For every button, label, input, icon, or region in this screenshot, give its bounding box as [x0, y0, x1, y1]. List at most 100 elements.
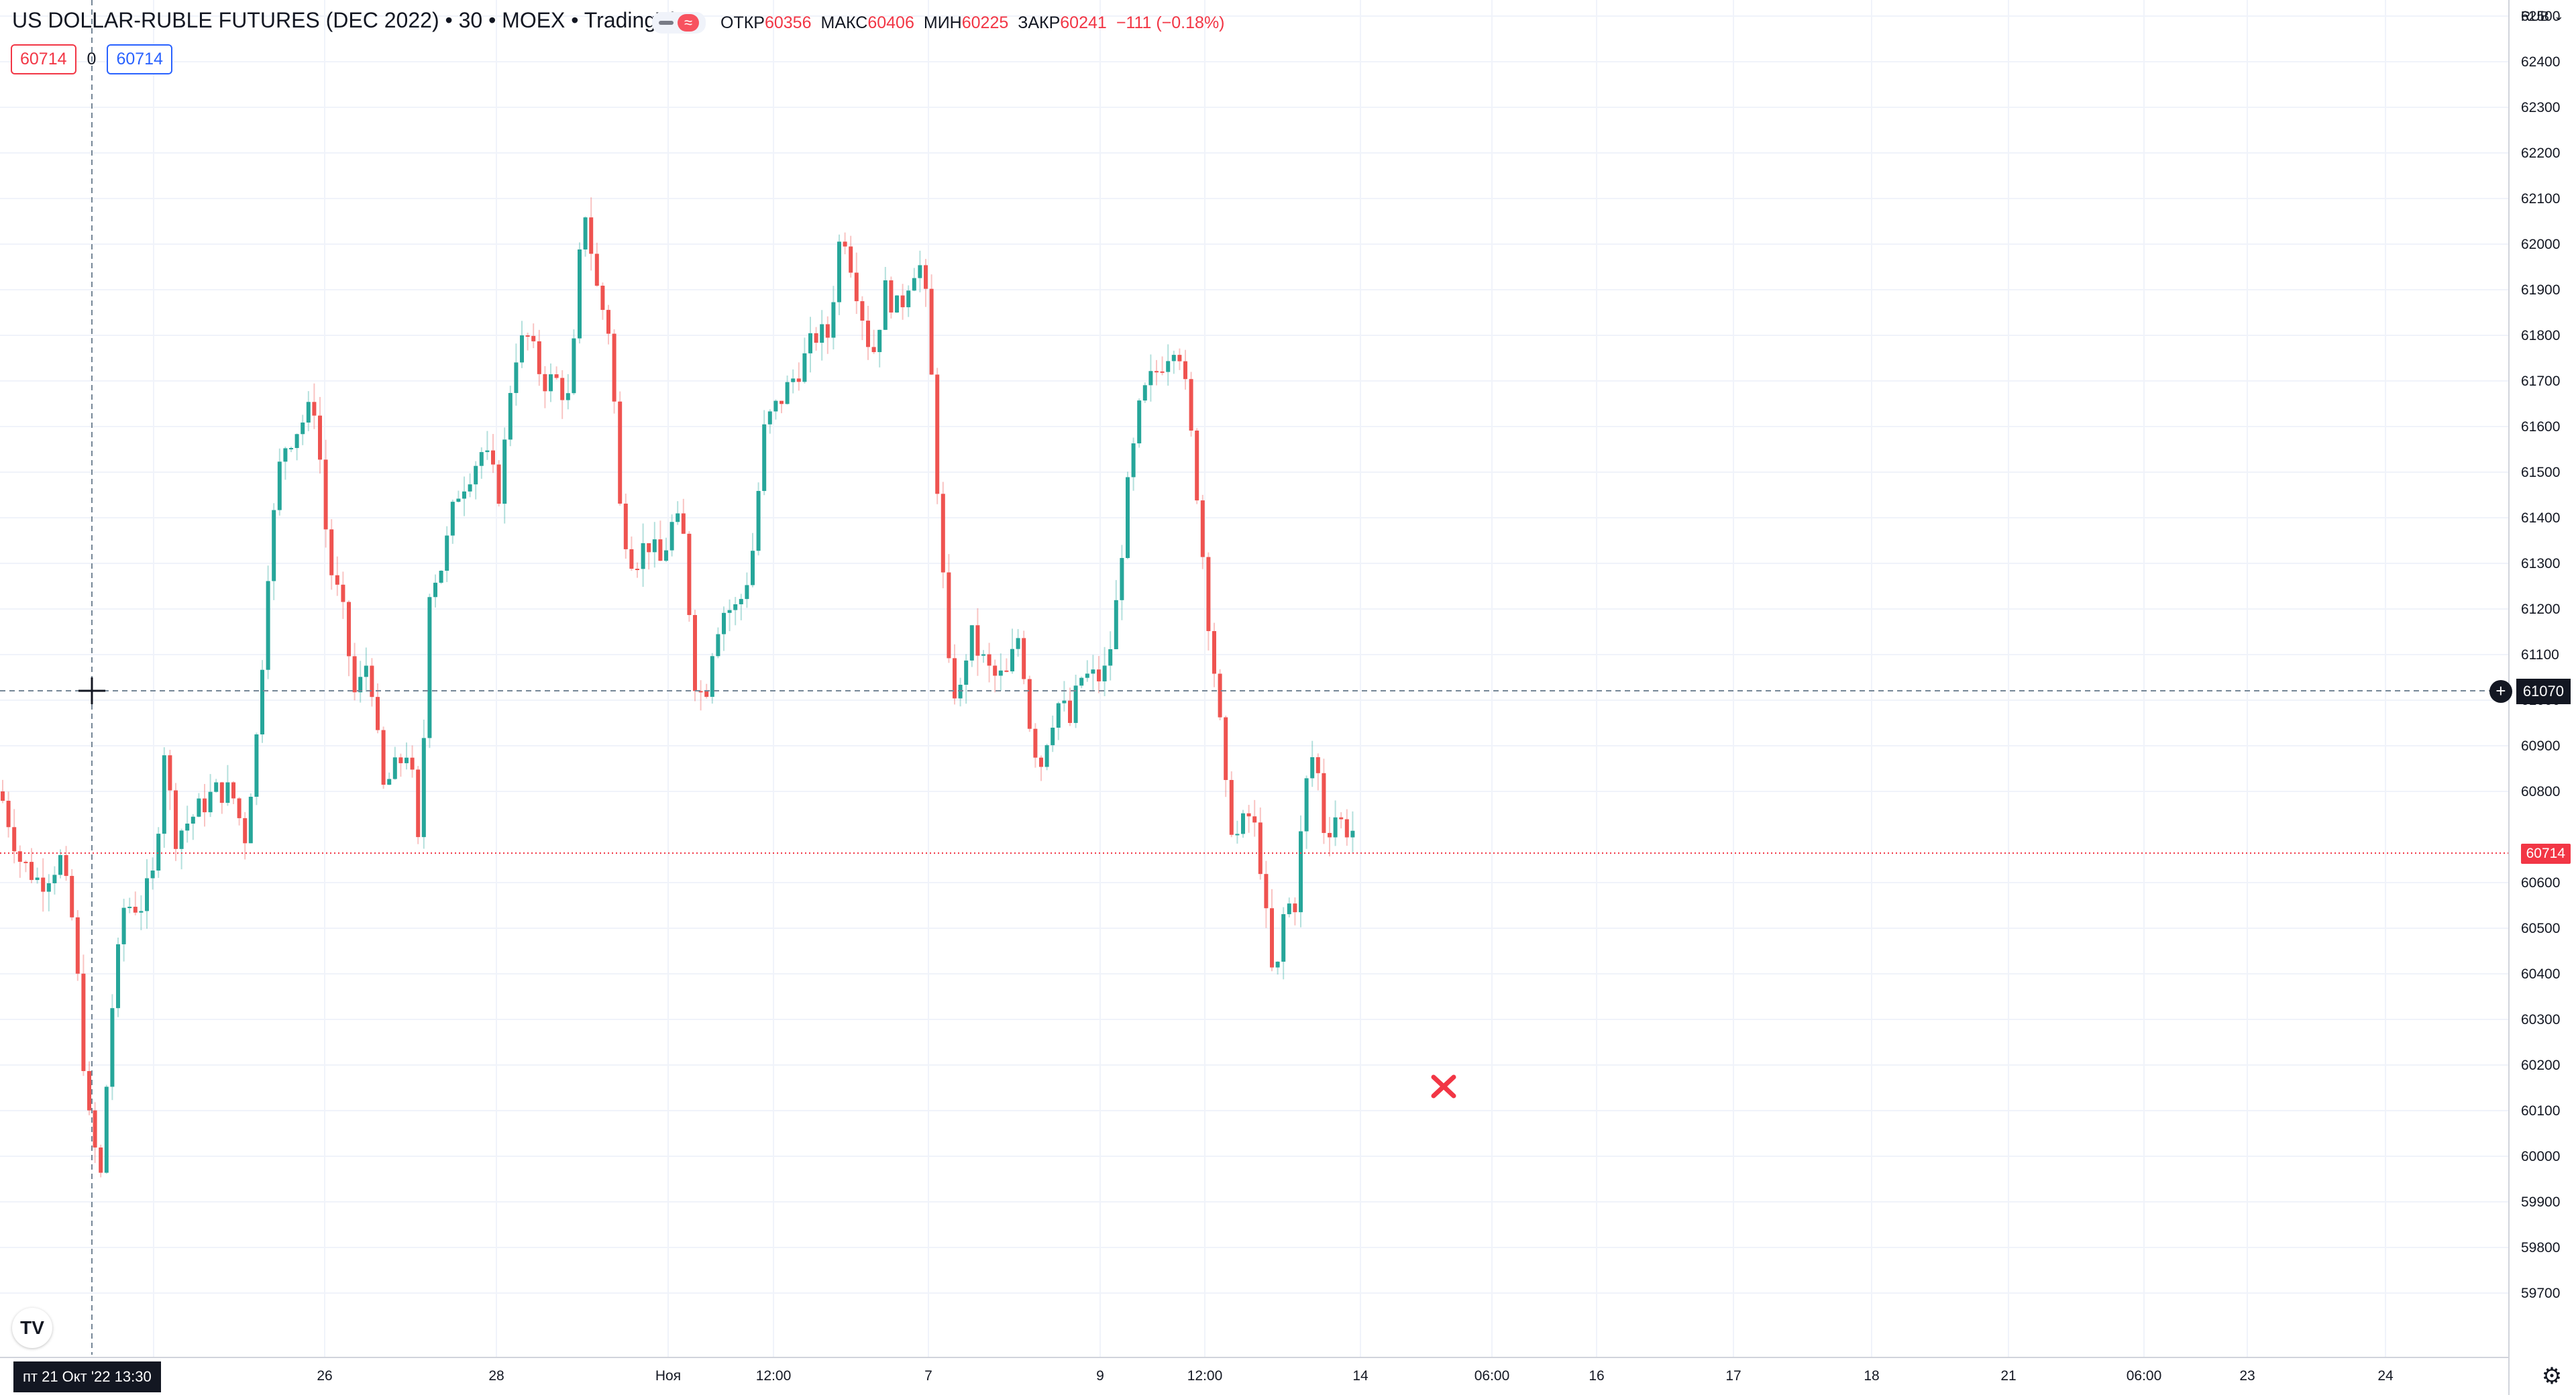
chart-title[interactable]: US DOLLAR-RUBLE FUTURES (DEC 2022) • 30 … — [12, 8, 702, 32]
candle-body — [693, 615, 697, 691]
candle-body — [583, 217, 588, 249]
time-tick-label: 28 — [488, 1368, 504, 1384]
price-tick-label: 61600 — [2521, 419, 2560, 435]
candle-body — [231, 782, 235, 799]
time-tick-label: 12:00 — [1187, 1368, 1223, 1384]
candle-body — [185, 824, 190, 831]
candle-body — [17, 851, 22, 862]
candle-body — [277, 461, 282, 510]
price-tick-label: 62200 — [2521, 146, 2560, 161]
candle-body — [23, 861, 28, 863]
candle-body — [572, 338, 576, 394]
candle-body — [168, 755, 172, 791]
tradingview-logo-icon[interactable]: TV — [12, 1308, 52, 1348]
candle-body — [1033, 728, 1038, 758]
crosshair-price-label: + 61070 — [2489, 679, 2571, 704]
candle-body — [1183, 361, 1187, 380]
candle-body — [208, 791, 213, 813]
candle-body — [87, 1070, 91, 1111]
buy-button[interactable]: 60714 — [107, 44, 172, 74]
candle-body — [629, 549, 634, 569]
price-tick-label: 59700 — [2521, 1286, 2560, 1301]
candle-body — [150, 871, 155, 879]
candle-body — [958, 685, 963, 699]
candle-body — [825, 324, 830, 338]
price-tick-label: 62100 — [2521, 191, 2560, 207]
chevron-down-icon[interactable]: ⌄ — [2553, 9, 2564, 23]
candle-body — [266, 581, 270, 670]
candle-body — [364, 665, 368, 677]
candle-body — [647, 543, 651, 553]
candle-body — [145, 878, 149, 911]
price-tick-label: 60000 — [2521, 1149, 2560, 1164]
candle-body — [381, 730, 386, 785]
price-tick-label: 60500 — [2521, 921, 2560, 936]
price-tick-label: 60600 — [2521, 875, 2560, 891]
high-label: МАКС — [820, 13, 868, 32]
price-tick-label: 61300 — [2521, 556, 2560, 571]
currency-label[interactable]: RUB — [2520, 9, 2549, 24]
candle-body — [756, 491, 761, 551]
candle-body — [866, 321, 870, 347]
gear-icon[interactable]: ⚙ — [2541, 1363, 2563, 1389]
candle-body — [58, 854, 62, 875]
candle-body — [329, 529, 334, 575]
candle-body — [681, 513, 686, 534]
candle-body — [376, 697, 380, 730]
candle-body — [900, 295, 905, 308]
candle-body — [918, 265, 922, 278]
legend-toggle[interactable]: ≈ — [652, 12, 706, 34]
candle-body — [427, 597, 432, 738]
candle-body — [439, 570, 443, 583]
plus-circle-icon[interactable]: + — [2489, 680, 2512, 703]
candle-body — [283, 448, 288, 462]
candle-body — [1126, 477, 1130, 559]
candle-body — [121, 907, 126, 944]
candle-body — [837, 241, 841, 302]
candle-body — [352, 656, 357, 693]
candle-body — [578, 249, 582, 339]
price-tick-label: 61700 — [2521, 374, 2560, 389]
candle-body — [871, 347, 876, 352]
candle-body — [929, 288, 934, 375]
candle-body — [197, 798, 201, 817]
candle-body — [1073, 685, 1078, 723]
candle-body — [964, 660, 969, 685]
candle-body — [405, 757, 409, 763]
candle-body — [780, 400, 784, 404]
candle-body — [549, 374, 553, 392]
ohlc-legend: ≈ ОТКР 60356 МАКС 60406 МИН 60225 ЗАКР 6… — [652, 12, 1225, 34]
candle-body — [652, 539, 657, 553]
candle-body — [104, 1086, 109, 1173]
price-tick-label: 60300 — [2521, 1012, 2560, 1027]
candle-body — [594, 254, 599, 286]
close-label: ЗАКР — [1018, 13, 1061, 32]
candle-body — [1189, 379, 1193, 431]
low-value: 60225 — [961, 13, 1009, 32]
candle-body — [1010, 649, 1014, 672]
vertical-gridlines — [153, 0, 2386, 1357]
candle-body — [225, 782, 230, 803]
candle-body — [820, 324, 824, 343]
candle-body — [1195, 431, 1199, 501]
candle-body — [1022, 638, 1026, 679]
candle-body — [502, 439, 507, 504]
sell-button[interactable]: 60714 — [11, 44, 76, 74]
price-tick-label: 60900 — [2521, 738, 2560, 754]
candle-body — [987, 654, 991, 666]
candle-body — [491, 450, 495, 465]
candle-body — [398, 757, 403, 763]
candle-body — [751, 551, 755, 585]
candle-body — [1316, 757, 1320, 773]
candle-body — [1062, 700, 1067, 704]
candle-body — [710, 656, 714, 697]
candle-body — [895, 295, 899, 313]
candle-body — [450, 502, 455, 536]
change-value: −111 (−0.18%) — [1116, 13, 1225, 32]
candle-body — [46, 883, 51, 892]
time-tick-label: 12:00 — [756, 1368, 792, 1384]
price-tick-label: 61800 — [2521, 328, 2560, 343]
candle-body — [589, 217, 594, 254]
